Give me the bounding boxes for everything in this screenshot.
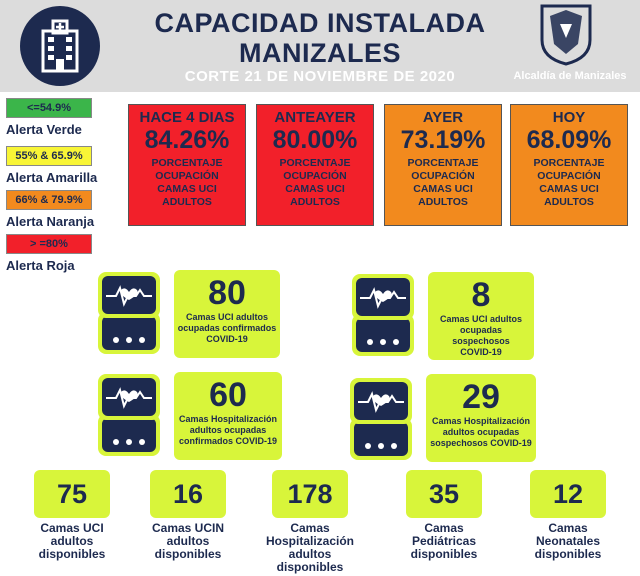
alcaldia-logo: Alcaldía de Manizales [500, 4, 640, 88]
stat-number: 29 [462, 378, 500, 416]
page-title: CAPACIDAD INSTALADA [154, 8, 486, 38]
logo-text: Alcaldía de Manizales [513, 70, 627, 82]
available-neo-number: 12 [530, 470, 606, 518]
occupancy-value: 68.09% [526, 126, 612, 154]
heart-monitor-icon [98, 374, 160, 456]
occupancy-desc: PORCENTAJE OCUPACIÓN CAMAS UCI ADULTOS [407, 157, 479, 208]
report-date: CORTE 21 DE NOVIEMBRE DE 2020 [184, 68, 456, 85]
available-uci-number: 75 [34, 470, 110, 518]
available-ped-number: 35 [406, 470, 482, 518]
occupancy-value: 73.19% [400, 126, 486, 154]
occupancy-desc: PORCENTAJE OCUPACIÓN CAMAS UCI ADULTOS [279, 157, 351, 208]
stat-desc: Camas Hospitalización adultos ocupadas con… [178, 414, 278, 446]
header-banner: CAPACIDAD INSTALADA MANIZALES CORTE 21 D… [0, 0, 640, 92]
hospital-building-icon [20, 6, 100, 86]
occupancy-card-4-days: HACE 4 DIAS 84.26% PORCENTAJE OCUPACIÓN CA… [128, 104, 246, 226]
available-ped-label: Camas Pediátricas disponibles [410, 521, 478, 561]
occupancy-desc: PORCENTAJE OCUPACIÓN CAMAS UCI ADULTOS [533, 157, 605, 208]
occupancy-head: HOY [552, 109, 586, 126]
occupancy-head: AYER [422, 109, 464, 126]
stat-number: 60 [209, 376, 247, 414]
available-neo-label: Camas Neonatales disponibles [534, 521, 602, 561]
heart-monitor-icon [350, 378, 412, 460]
available-uci-label: Camas UCI adultos disponibles [38, 521, 106, 561]
available-ucin-number: 16 [150, 470, 226, 518]
heart-monitor-icon [98, 272, 160, 354]
occupancy-head: HACE 4 DIAS [139, 109, 235, 126]
occupancy-value: 84.26% [144, 126, 230, 154]
legend-red-label: Alerta Roja [6, 258, 75, 273]
legend-green-label: Alerta Verde [6, 122, 82, 137]
heart-monitor-icon [352, 274, 414, 356]
legend-yellow-label: Alerta Amarilla [6, 170, 98, 185]
available-hosp-label: Camas Hospitalización adultos disponibles [265, 521, 354, 574]
occupancy-desc: PORCENTAJE OCUPACIÓN CAMAS UCI ADULTOS [151, 157, 223, 208]
stat-desc: Camas UCI adultos ocupadas confirmados COV… [177, 312, 277, 344]
stat-number: 80 [208, 274, 246, 312]
legend-green-range: <=54.9% [6, 98, 92, 118]
occupancy-value: 80.00% [272, 126, 358, 154]
legend-red-range: > =80% [6, 234, 92, 254]
available-ucin-label: Camas UCIN adultos disponibles [151, 521, 225, 561]
occupancy-card-anteayer: ANTEAYER 80.00% PORCENTAJE OCUPACIÓN CAMAS… [256, 104, 374, 226]
legend-orange-range: 66% & 79.9% [6, 190, 92, 210]
occupancy-card-hoy: HOY 68.09% PORCENTAJE OCUPACIÓN CAMAS UCI A… [510, 104, 628, 226]
stat-hosp-confirmed: 60 Camas Hospitalización adultos ocupadas… [174, 372, 282, 460]
legend-yellow-range: 55% & 65.9% [6, 146, 92, 166]
stat-desc: Camas Hospitalización adultos ocupadas sos… [430, 416, 532, 448]
stat-hosp-suspected: 29 Camas Hospitalización adultos ocupadas… [426, 374, 536, 462]
occupancy-head: ANTEAYER [274, 109, 356, 126]
legend-orange-label: Alerta Naranja [6, 214, 95, 229]
occupancy-card-ayer: AYER 73.19% PORCENTAJE OCUPACIÓN CAMAS UCI… [384, 104, 502, 226]
stat-number: 8 [471, 276, 491, 314]
stat-desc: Camas UCI adultos ocupadas sospechosos COV… [439, 314, 523, 357]
stat-uci-suspected: 8 Camas UCI adultos ocupadas sospechosos C… [428, 272, 534, 360]
page-subtitle: MANIZALES [239, 38, 401, 68]
shield-icon [540, 4, 592, 66]
available-hosp-number: 178 [272, 470, 348, 518]
stat-uci-confirmed: 80 Camas UCI adultos ocupadas confirmados… [174, 270, 280, 358]
